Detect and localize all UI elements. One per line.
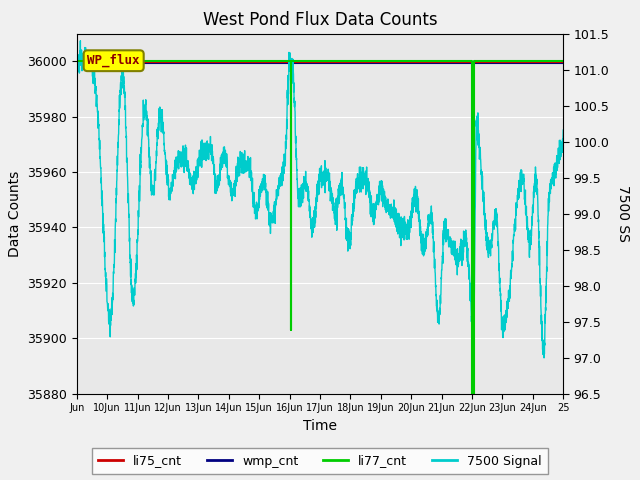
X-axis label: Time: Time [303, 419, 337, 433]
Y-axis label: Data Counts: Data Counts [8, 170, 22, 257]
Title: West Pond Flux Data Counts: West Pond Flux Data Counts [203, 11, 437, 29]
Legend: li75_cnt, wmp_cnt, li77_cnt, 7500 Signal: li75_cnt, wmp_cnt, li77_cnt, 7500 Signal [92, 448, 548, 474]
Y-axis label: 7500 SS: 7500 SS [616, 185, 630, 242]
Text: WP_flux: WP_flux [88, 54, 140, 67]
